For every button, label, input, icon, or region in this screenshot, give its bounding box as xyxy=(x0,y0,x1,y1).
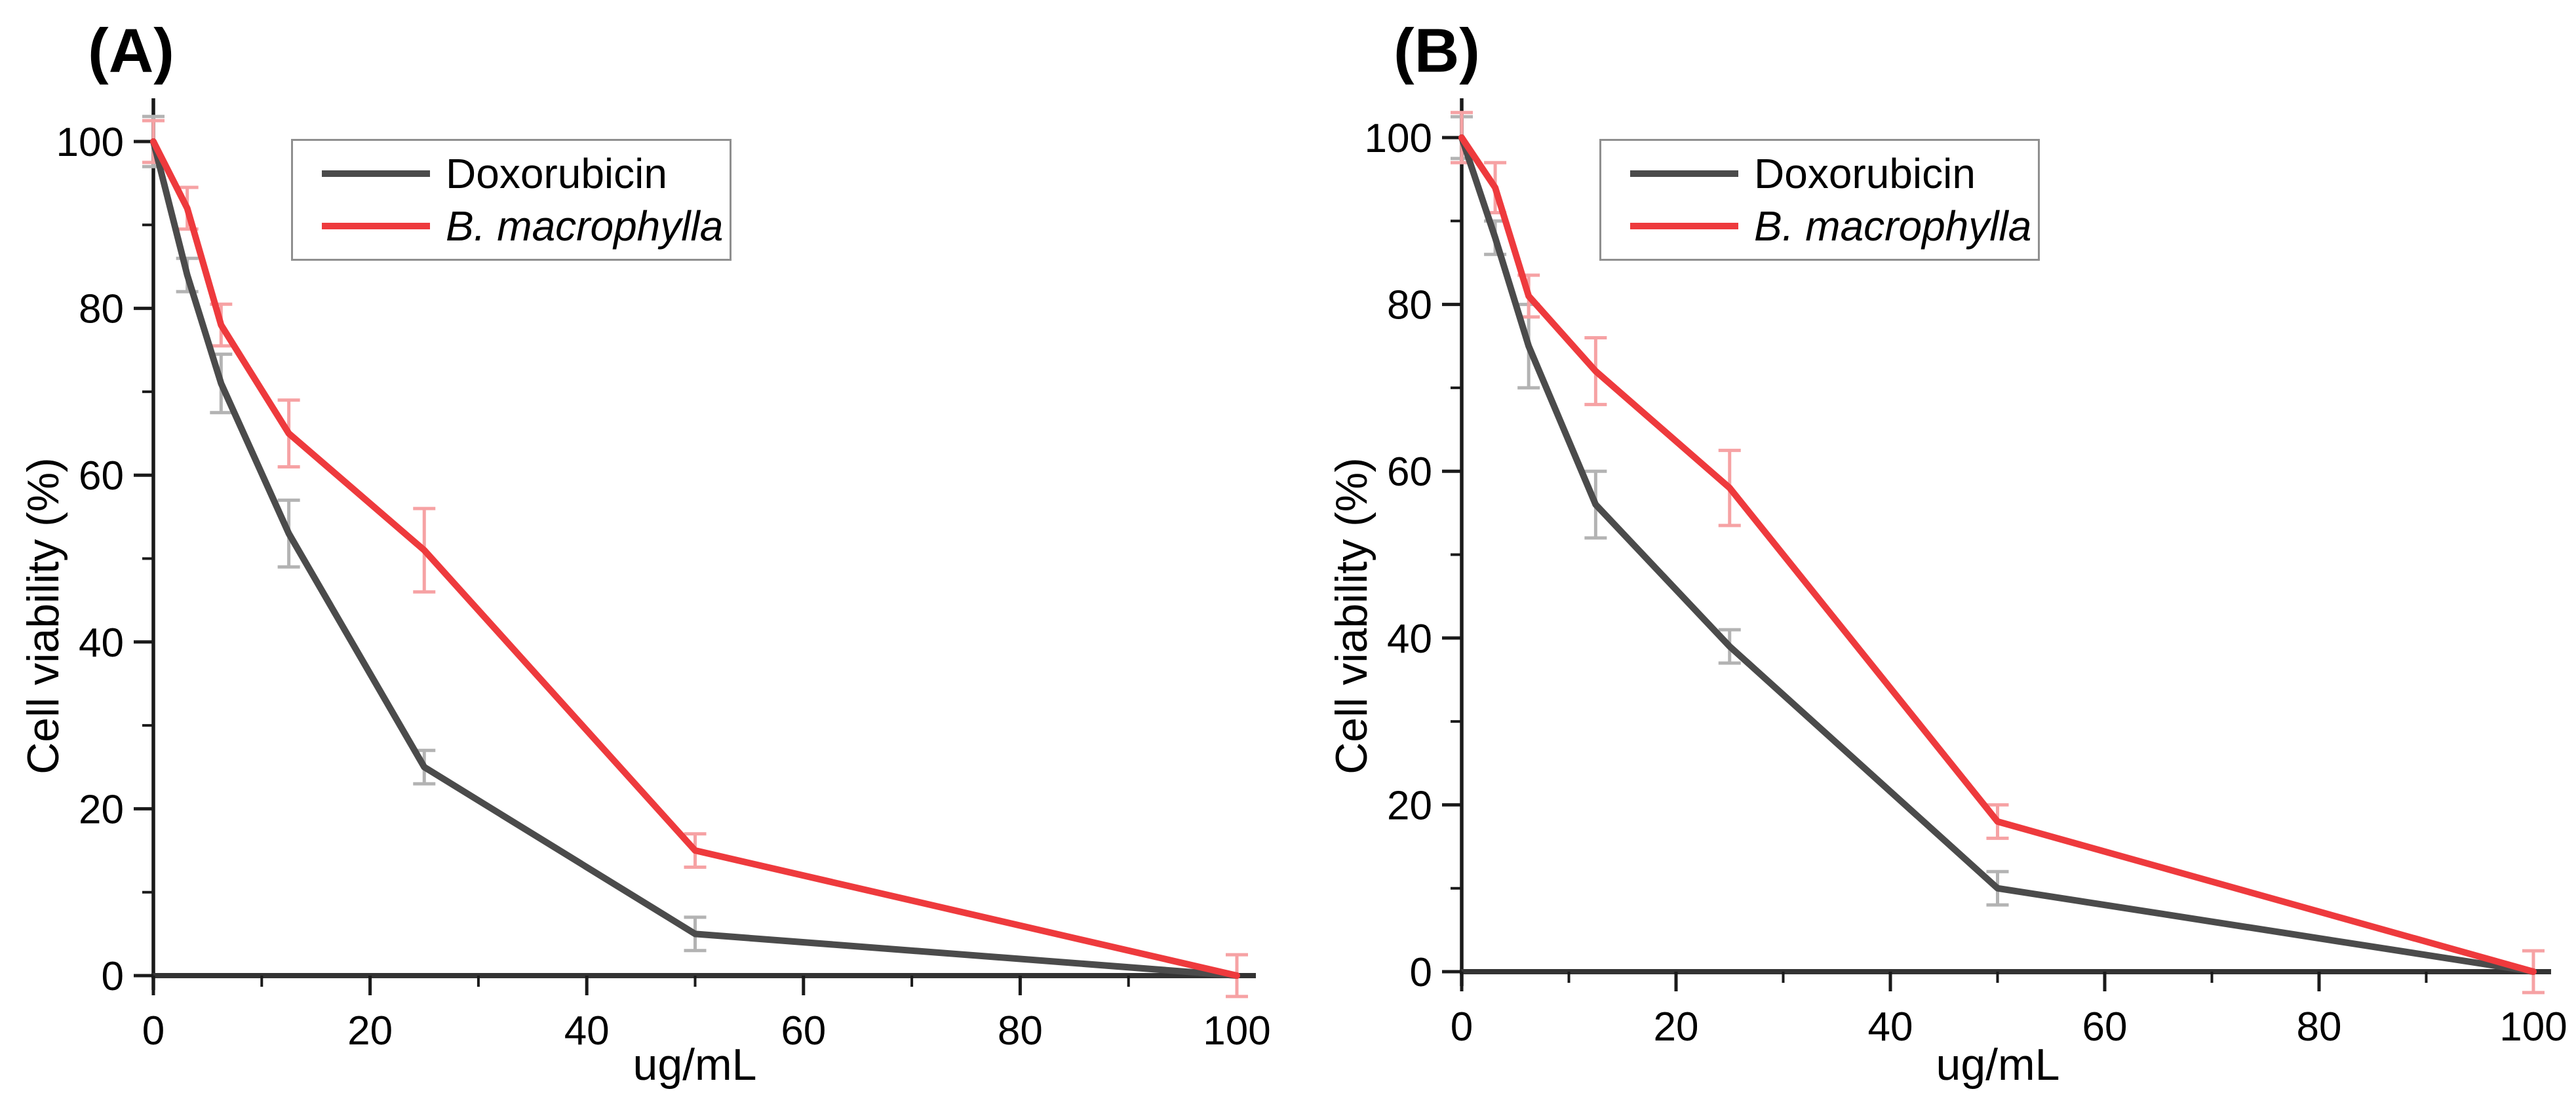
x-tick-label: 20 xyxy=(347,1008,393,1054)
b-macrophylla-line xyxy=(150,138,1240,979)
legend-label-doxorubicin: Doxorubicin xyxy=(446,150,667,197)
panel-a-y-axis-label: Cell viability (%) xyxy=(18,457,68,774)
b-macrophylla-line-swatch xyxy=(1630,223,1738,229)
y-tick-label: 80 xyxy=(79,287,124,332)
panel-a-legend: Doxorubicin B. macrophylla xyxy=(291,139,732,261)
doxorubicin-line-swatch xyxy=(1630,170,1738,177)
panel-a-x-axis-label: ug/mL xyxy=(633,1040,757,1090)
legend-row-b-macrophylla: B. macrophylla xyxy=(1630,202,2038,250)
legend-row-doxorubicin: Doxorubicin xyxy=(322,150,730,197)
y-tick-label: 80 xyxy=(1387,283,1432,328)
x-tick-label: 100 xyxy=(1203,1008,1270,1054)
doxorubicin-line xyxy=(150,138,1240,979)
y-tick-label: 100 xyxy=(56,120,124,165)
legend-row-b-macrophylla: B. macrophylla xyxy=(322,202,730,250)
y-tick-label: 100 xyxy=(1365,116,1432,161)
x-tick-label: 80 xyxy=(998,1008,1043,1054)
panel-b-x-axis-label: ug/mL xyxy=(1936,1040,2060,1090)
x-tick-label: 40 xyxy=(564,1008,610,1054)
x-tick-label: 0 xyxy=(142,1008,165,1054)
y-tick-label: 0 xyxy=(102,954,124,999)
x-tick-label: 0 xyxy=(1451,1004,1473,1050)
y-tick-label: 20 xyxy=(1387,783,1432,828)
panel-b-y-axis-label: Cell viability (%) xyxy=(1327,457,1376,774)
x-tick-label: 60 xyxy=(781,1008,826,1054)
x-tick-label: 60 xyxy=(2082,1004,2128,1050)
legend-row-doxorubicin: Doxorubicin xyxy=(1630,150,2038,197)
y-tick-label: 40 xyxy=(1387,617,1432,662)
panel-b-plot: 0 20 40 60 80 100 0 20 40 60 80 100 xyxy=(1365,98,2567,1050)
panel-a-title: (A) xyxy=(88,16,174,86)
y-tick-label: 20 xyxy=(79,787,124,832)
y-tick-label: 60 xyxy=(79,453,124,499)
doxorubicin-line-swatch xyxy=(322,170,430,177)
legend-label-b-macrophylla: B. macrophylla xyxy=(446,202,724,250)
x-tick-label: 40 xyxy=(1868,1004,1913,1050)
x-tick-label: 80 xyxy=(2297,1004,2342,1050)
y-tick-label: 60 xyxy=(1387,449,1432,495)
x-tick-label: 100 xyxy=(2499,1004,2567,1050)
doxorubicin-line xyxy=(1458,134,2537,975)
x-tick-label: 20 xyxy=(1654,1004,1699,1050)
b-macrophylla-line-swatch xyxy=(322,223,430,229)
panel-a-plot: 0 20 40 60 80 100 0 20 40 60 80 100 xyxy=(56,98,1271,1054)
legend-label-doxorubicin: Doxorubicin xyxy=(1754,150,1976,197)
y-tick-label: 0 xyxy=(1410,950,1432,995)
panel-b-legend: Doxorubicin B. macrophylla xyxy=(1599,139,2040,261)
b-macrophylla-line xyxy=(1458,134,2537,975)
legend-label-b-macrophylla: B. macrophylla xyxy=(1754,202,2032,250)
panel-b-title: (B) xyxy=(1394,16,1480,86)
y-tick-label: 40 xyxy=(79,620,124,666)
